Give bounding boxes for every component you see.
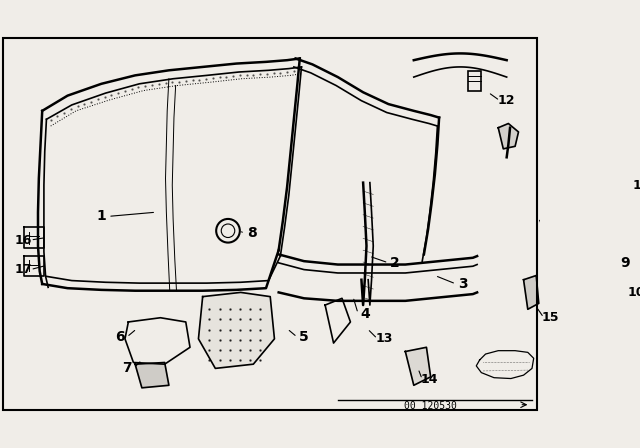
Text: 12: 12 bbox=[498, 94, 515, 107]
Polygon shape bbox=[524, 276, 539, 309]
Text: 10: 10 bbox=[628, 286, 640, 299]
Text: 1: 1 bbox=[97, 209, 106, 224]
Text: 14: 14 bbox=[420, 373, 438, 386]
Text: 9: 9 bbox=[620, 256, 630, 270]
Polygon shape bbox=[198, 293, 275, 368]
Text: 11: 11 bbox=[633, 179, 640, 192]
Polygon shape bbox=[498, 124, 518, 149]
Text: 7: 7 bbox=[122, 362, 131, 375]
Text: 2: 2 bbox=[390, 256, 400, 270]
Text: 3: 3 bbox=[458, 277, 468, 291]
Polygon shape bbox=[540, 216, 587, 246]
Text: 5: 5 bbox=[299, 330, 309, 344]
Text: 6: 6 bbox=[115, 330, 125, 344]
Text: 00 120530: 00 120530 bbox=[404, 401, 457, 411]
Bar bbox=[468, 71, 481, 91]
Text: 4: 4 bbox=[360, 306, 370, 320]
Text: 17: 17 bbox=[15, 263, 33, 276]
Text: 8: 8 bbox=[247, 226, 257, 240]
Text: 13: 13 bbox=[376, 332, 393, 345]
Polygon shape bbox=[405, 347, 431, 385]
Text: 16: 16 bbox=[15, 233, 33, 246]
Polygon shape bbox=[135, 362, 169, 388]
Text: 15: 15 bbox=[542, 311, 559, 324]
